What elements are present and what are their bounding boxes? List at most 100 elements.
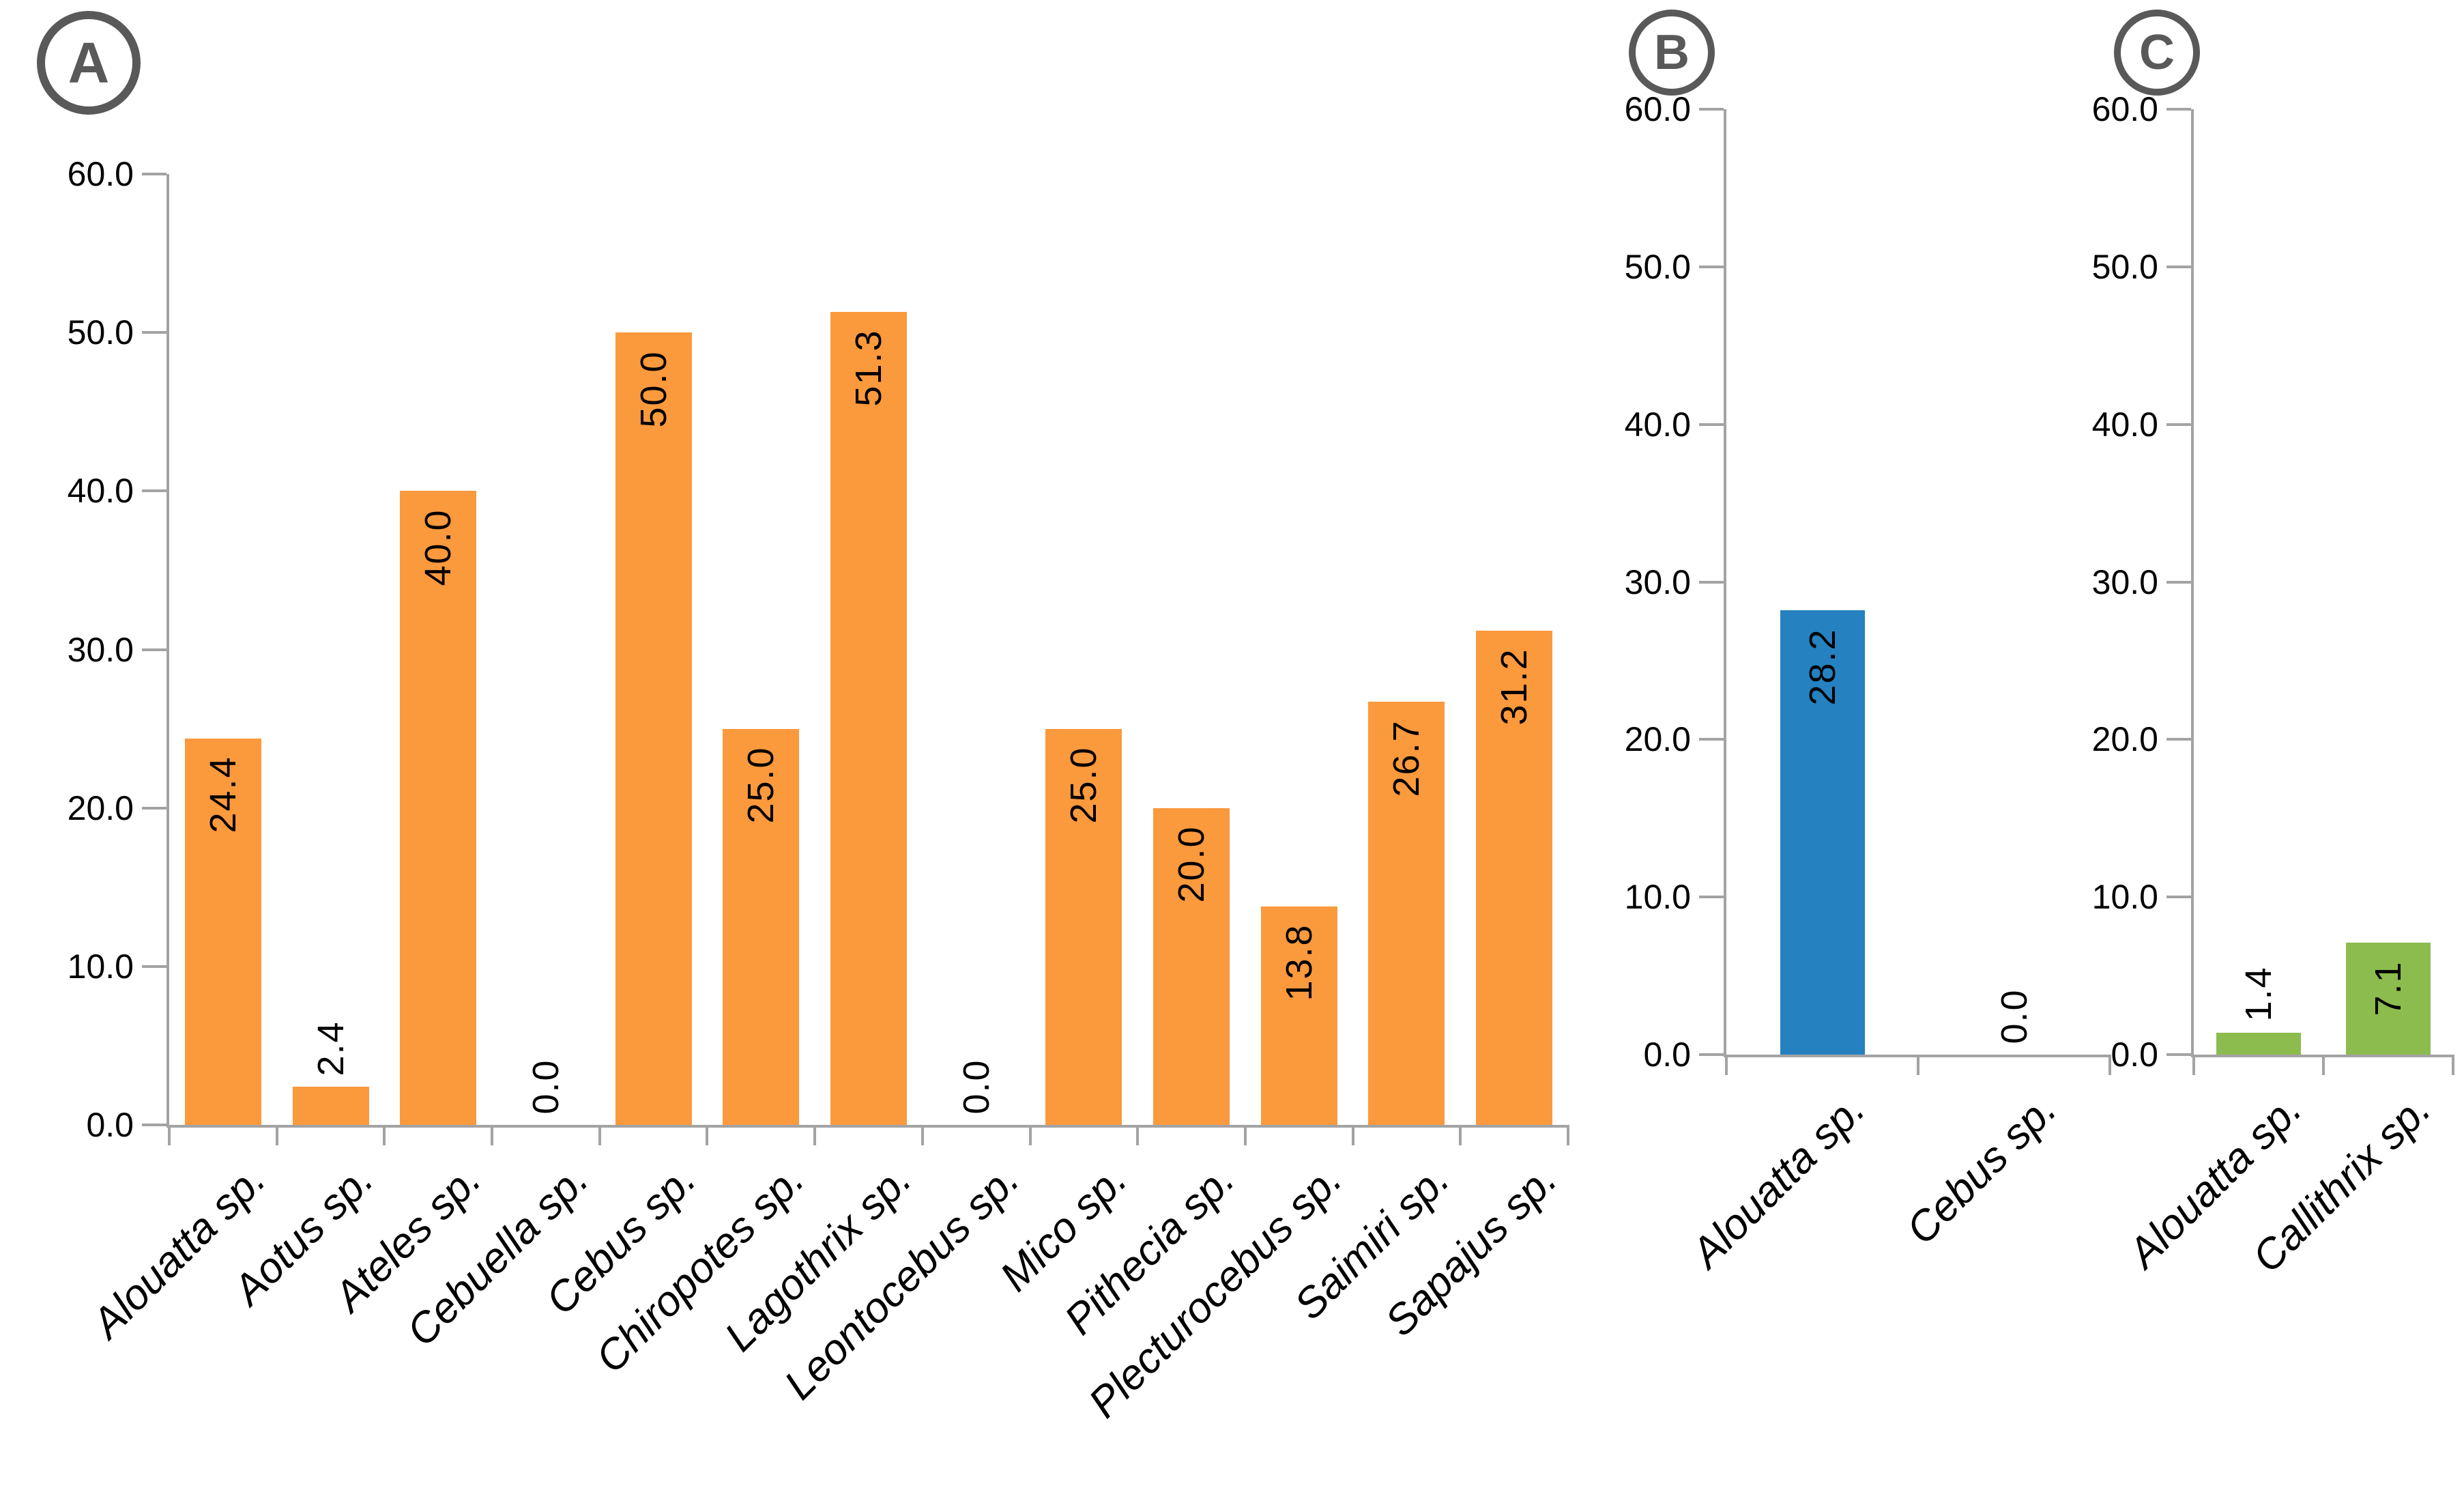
- bar-value-label: 25.0: [740, 746, 782, 824]
- bar-sapajus-sp: [1476, 630, 1553, 1125]
- bar-value-label: 1.4: [2238, 966, 2279, 1022]
- bar-value-label: 0.0: [955, 1058, 997, 1115]
- y-tick: [2166, 265, 2191, 268]
- x-tick: [1028, 1125, 1032, 1145]
- bar-chiropotes-sp: [723, 728, 800, 1125]
- panel-a-badge: A: [37, 11, 141, 115]
- y-tick-label: 30.0: [2091, 562, 2158, 601]
- y-tick: [1699, 738, 1724, 741]
- x-tick: [1136, 1125, 1140, 1145]
- y-tick: [1699, 896, 1724, 899]
- bar-mico-sp: [1045, 728, 1122, 1125]
- category-label: Callithrix sp.: [2244, 1085, 2440, 1282]
- x-tick: [275, 1125, 278, 1145]
- y-tick-label: 20.0: [2091, 720, 2158, 759]
- y-tick: [2166, 896, 2191, 899]
- bar-alouatta-sp: [2216, 1032, 2301, 1055]
- y-tick-label: 20.0: [67, 788, 134, 827]
- x-tick: [2108, 1055, 2111, 1075]
- x-tick: [1243, 1125, 1247, 1145]
- category-label: Alouatta sp.: [83, 1156, 275, 1347]
- panel-c-badge-letter: C: [2139, 25, 2175, 80]
- x-tick: [2452, 1055, 2454, 1075]
- y-tick: [2166, 1053, 2191, 1056]
- y-tick: [1699, 108, 1724, 111]
- bar-value-label: 26.7: [1386, 719, 1427, 797]
- x-tick: [383, 1125, 386, 1145]
- category-label: Leontocebus sp.: [775, 1156, 1028, 1409]
- bar-plecturocebus-sp: [1260, 906, 1337, 1125]
- bar-value-label: 50.0: [633, 350, 674, 428]
- y-tick-label: 40.0: [2091, 405, 2158, 444]
- y-tick-label: 40.0: [1624, 405, 1691, 444]
- y-tick-label: 60.0: [1624, 90, 1691, 128]
- y-tick: [1699, 423, 1724, 426]
- bar-callithrix-sp: [2346, 943, 2431, 1055]
- y-tick-label: 60.0: [67, 155, 134, 193]
- y-tick-label: 40.0: [67, 472, 134, 511]
- bar-value-label: 28.2: [1801, 627, 1843, 706]
- x-tick: [598, 1125, 601, 1145]
- category-label: Cebus sp.: [537, 1156, 706, 1324]
- bar-value-label: 31.2: [1494, 648, 1535, 726]
- x-tick: [2322, 1055, 2325, 1075]
- y-tick-label: 10.0: [2091, 878, 2158, 917]
- y-tick: [142, 806, 166, 810]
- y-tick-label: 0.0: [1643, 1035, 1691, 1074]
- bar-value-label: 51.3: [848, 329, 889, 408]
- bar-value-label: 20.0: [1171, 825, 1213, 903]
- bar-alouatta-sp: [1780, 610, 1865, 1055]
- y-tick: [2166, 108, 2191, 111]
- bar-value-label: 7.1: [2368, 960, 2409, 1016]
- bar-alouatta-sp: [184, 738, 261, 1125]
- y-axis-line: [2191, 109, 2194, 1057]
- y-tick: [1699, 265, 1724, 268]
- y-tick-label: 20.0: [1624, 720, 1691, 759]
- y-tick-label: 10.0: [67, 947, 134, 986]
- x-tick: [1917, 1055, 1919, 1075]
- category-label: Saimiri sp.: [1286, 1156, 1459, 1329]
- bar-value-label: 25.0: [1063, 746, 1105, 824]
- y-tick-label: 50.0: [2091, 247, 2158, 286]
- panel-b-badge-letter: B: [1654, 25, 1690, 80]
- y-tick: [142, 489, 166, 493]
- y-tick: [142, 964, 166, 968]
- y-axis-line: [1724, 109, 1726, 1057]
- bar-pithecia-sp: [1153, 807, 1230, 1125]
- bar-aotus-sp: [292, 1087, 369, 1125]
- x-tick: [1459, 1125, 1462, 1145]
- category-label: Chiropotes sp.: [586, 1156, 813, 1382]
- x-tick: [1567, 1125, 1569, 1145]
- y-tick-label: 50.0: [1624, 247, 1691, 286]
- category-label: Plecturocebus sp.: [1079, 1156, 1351, 1427]
- x-tick: [1351, 1125, 1354, 1145]
- bar-value-label: 13.8: [1278, 924, 1320, 1001]
- y-tick-label: 30.0: [67, 630, 134, 669]
- y-tick-label: 50.0: [67, 313, 134, 352]
- bar-lagothrix-sp: [830, 311, 907, 1125]
- category-label: Sapajus sp.: [1376, 1156, 1567, 1346]
- y-tick: [1699, 580, 1724, 584]
- y-tick: [142, 648, 166, 651]
- bar-ateles-sp: [400, 491, 477, 1125]
- category-label: Cebus sp.: [1898, 1085, 2066, 1254]
- category-label: Lagothrix sp.: [716, 1156, 921, 1360]
- bar-cebus-sp: [615, 332, 692, 1125]
- x-tick: [2192, 1055, 2195, 1075]
- bar-value-label: 0.0: [525, 1058, 566, 1115]
- category-label: Mico sp.: [991, 1156, 1136, 1301]
- x-axis-line: [2191, 1055, 2453, 1057]
- x-tick: [1725, 1055, 1728, 1075]
- y-tick-label: 30.0: [1624, 562, 1691, 601]
- bar-value-label: 40.0: [418, 509, 459, 586]
- x-tick: [921, 1125, 924, 1145]
- category-label: Pithecia sp.: [1055, 1156, 1244, 1344]
- x-tick: [813, 1125, 817, 1145]
- y-tick: [1699, 1053, 1724, 1056]
- x-axis-line: [166, 1125, 1568, 1128]
- y-tick-label: 0.0: [2111, 1035, 2158, 1074]
